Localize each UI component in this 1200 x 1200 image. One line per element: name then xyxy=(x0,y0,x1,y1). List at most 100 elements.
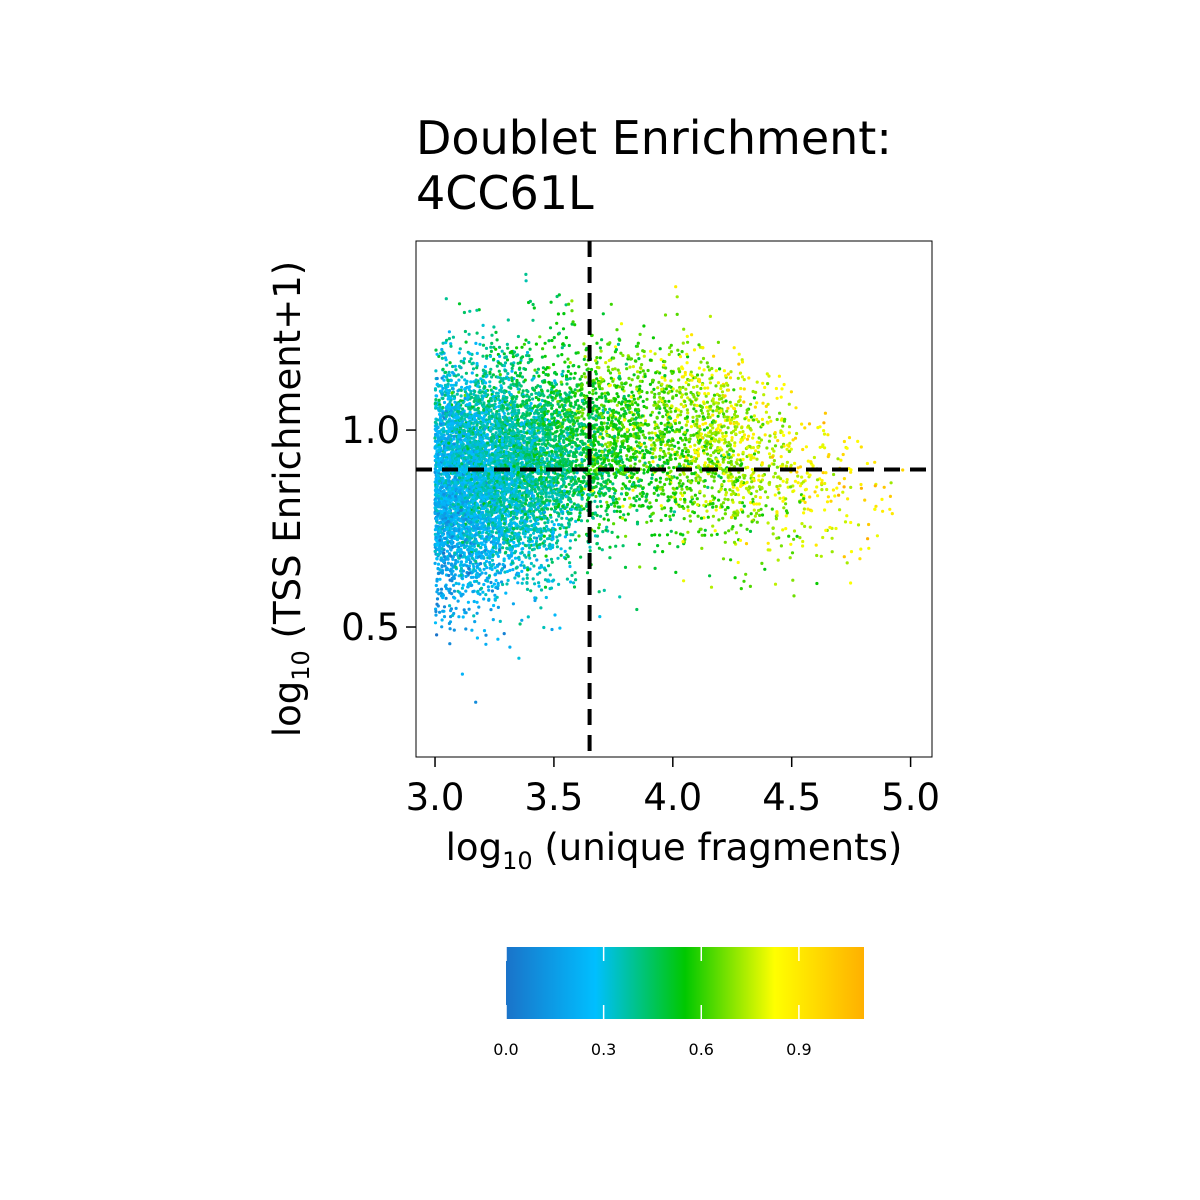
scatter-point xyxy=(697,481,701,485)
scatter-point xyxy=(608,545,612,549)
scatter-point xyxy=(824,471,828,475)
scatter-point xyxy=(488,380,492,384)
scatter-point xyxy=(445,338,449,342)
scatter-point xyxy=(542,625,546,630)
scatter-point xyxy=(703,392,707,396)
scatter-point xyxy=(552,578,556,582)
scatter-point xyxy=(726,498,730,502)
scatter-point xyxy=(574,578,578,582)
scatter-point xyxy=(774,386,779,391)
scatter-point xyxy=(449,383,453,387)
scatter-point xyxy=(667,438,671,442)
scatter-point xyxy=(723,512,727,516)
scatter-point xyxy=(739,403,743,408)
scatter-point xyxy=(758,513,762,518)
scatter-point xyxy=(478,426,482,430)
scatter-point xyxy=(435,602,439,606)
scatter-point xyxy=(774,517,779,521)
scatter-point xyxy=(436,434,440,438)
scatter-point xyxy=(598,499,603,504)
scatter-point xyxy=(823,481,827,486)
scatter-point xyxy=(649,480,653,484)
scatter-point xyxy=(497,412,501,416)
scatter-point xyxy=(444,596,448,600)
scatter-point xyxy=(637,504,642,508)
scatter-point xyxy=(576,518,581,522)
scatter-point xyxy=(552,416,556,420)
scatter-point xyxy=(717,423,721,427)
scatter-point xyxy=(711,471,715,475)
scatter-point xyxy=(519,461,523,465)
scatter-point xyxy=(667,399,671,403)
scatter-point xyxy=(520,560,524,564)
scatter-point xyxy=(715,405,720,409)
scatter-point xyxy=(521,577,525,581)
scatter-point xyxy=(562,438,566,443)
scatter-point xyxy=(722,369,727,373)
scatter-point xyxy=(562,418,566,422)
scatter-point xyxy=(776,439,780,443)
scatter-point xyxy=(755,502,759,506)
scatter-point xyxy=(691,415,695,419)
scatter-point xyxy=(641,369,645,373)
scatter-point xyxy=(688,514,692,518)
scatter-point xyxy=(663,454,668,458)
scatter-point xyxy=(721,516,725,520)
scatter-point xyxy=(820,488,824,492)
scatter-point xyxy=(747,418,751,422)
scatter-point xyxy=(520,569,524,574)
scatter-point xyxy=(572,363,576,368)
scatter-point xyxy=(602,517,606,521)
scatter-point xyxy=(556,312,561,316)
scatter-point xyxy=(487,588,491,592)
scatter-point xyxy=(471,575,475,579)
scatter-point xyxy=(446,394,450,398)
scatter-point xyxy=(506,318,510,322)
scatter-point xyxy=(729,515,734,520)
scatter-point xyxy=(827,453,831,457)
scatter-point xyxy=(673,444,677,448)
scatter-point xyxy=(650,512,654,516)
scatter-point xyxy=(475,331,479,335)
scatter-point xyxy=(468,359,472,364)
scatter-point xyxy=(502,352,506,356)
scatter-point xyxy=(653,400,657,404)
scatter-point xyxy=(767,439,772,443)
scatter-point xyxy=(549,507,554,511)
scatter-point xyxy=(785,447,789,451)
scatter-point xyxy=(737,362,741,366)
scatter-point xyxy=(692,456,696,460)
scatter-point xyxy=(685,420,690,424)
scatter-point xyxy=(673,409,678,413)
scatter-point xyxy=(490,589,494,593)
scatter-point xyxy=(675,389,679,393)
scatter-point xyxy=(733,412,737,417)
scatter-point xyxy=(578,377,582,381)
scatter-point xyxy=(731,429,736,433)
scatter-point xyxy=(545,558,549,562)
scatter-point xyxy=(751,497,755,501)
scatter-point xyxy=(823,508,827,512)
scatter-point xyxy=(440,565,444,569)
scatter-point xyxy=(529,589,533,593)
scatter-point xyxy=(660,376,664,380)
scatter-point xyxy=(562,312,566,316)
scatter-point xyxy=(793,461,797,465)
scatter-point xyxy=(642,471,646,475)
scatter-point xyxy=(581,411,585,415)
scatter-point xyxy=(466,600,470,604)
scatter-point xyxy=(475,351,479,355)
scatter-point xyxy=(792,537,796,541)
scatter-point xyxy=(510,561,514,565)
scatter-point xyxy=(867,546,871,550)
scatter-point xyxy=(749,457,753,461)
scatter-point xyxy=(553,613,557,617)
scatter-point xyxy=(620,487,624,491)
scatter-point xyxy=(442,378,446,382)
scatter-point xyxy=(502,364,506,368)
scatter-point xyxy=(540,355,545,359)
scatter-point xyxy=(724,440,728,444)
scatter-point xyxy=(498,380,502,384)
scatter-point xyxy=(795,431,799,436)
scatter-point xyxy=(506,412,510,416)
